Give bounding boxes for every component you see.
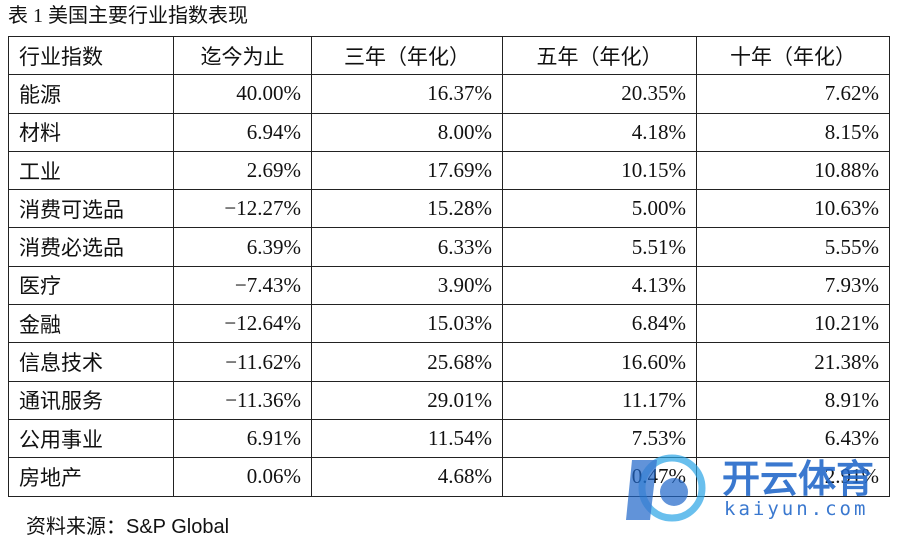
table-cell: −12.64% (173, 304, 312, 344)
table-cell: 7.93% (696, 265, 890, 306)
table-cell: 5.55% (696, 227, 890, 267)
table-cell: 4.18% (502, 112, 697, 152)
table-cell: 8.91% (696, 380, 890, 420)
table-cell: 17.69% (311, 150, 503, 191)
table-body: 能源 40.00% 16.37% 20.35% 7.62% 材料 6.94% 8.00% 4.1… (8, 74, 890, 497)
header-row: 行业指数 迄今为止 三年（年化） 五年（年化） 十年（年化） (8, 35, 890, 76)
table-cell: 15.28% (311, 189, 503, 229)
row-label: 消费可选品 (8, 189, 174, 229)
table-cell: 20.35% (502, 74, 697, 114)
table-cell: 8.00% (311, 112, 503, 152)
table-cell: 6.33% (311, 227, 503, 267)
table-cell: 11.54% (311, 418, 503, 459)
table-cell: 6.91% (173, 418, 312, 459)
watermark-logo (626, 454, 706, 522)
table-cell: 10.63% (696, 189, 890, 229)
table-cell: 29.01% (311, 380, 503, 420)
table-row: 信息技术 −11.62% 25.68% 16.60% 21.38% (8, 342, 890, 382)
watermark-site: kaiyun.com (724, 498, 869, 520)
table-row: 医疗 −7.43% 3.90% 4.13% 7.93% (8, 265, 890, 306)
table-cell: 0.06% (173, 457, 312, 497)
table-cell: 6.39% (173, 227, 312, 267)
row-label: 能源 (8, 74, 174, 114)
row-label: 材料 (8, 112, 174, 152)
table-cell: 2.91% (696, 457, 890, 497)
table-cell: 16.37% (311, 74, 503, 114)
table-head: 行业指数 迄今为止 三年（年化） 五年（年化） 十年（年化） (8, 35, 890, 76)
row-label: 金融 (8, 304, 174, 344)
table-row: 通讯服务 −11.36% 29.01% 11.17% 8.91% (8, 380, 890, 420)
table-cell: 16.60% (502, 342, 697, 382)
table-cell: −11.62% (173, 342, 312, 382)
column-header: 十年（年化） (696, 35, 890, 76)
row-label: 医疗 (8, 265, 174, 306)
table-cell: 25.68% (311, 342, 503, 382)
column-header: 行业指数 (8, 35, 174, 76)
table-cell: 40.00% (173, 74, 312, 114)
table-row: 金融 −12.64% 15.03% 6.84% 10.21% (8, 304, 890, 344)
table-cell: 6.94% (173, 112, 312, 152)
table-cell: 5.00% (502, 189, 697, 229)
table-cell: 2.69% (173, 150, 312, 191)
watermark: 开云体育 kaiyun.com (612, 440, 897, 530)
table-row: 消费可选品 −12.27% 15.28% 5.00% 10.63% (8, 189, 890, 229)
column-header: 五年（年化） (502, 35, 697, 76)
table-row: 材料 6.94% 8.00% 4.18% 8.15% (8, 112, 890, 152)
table-cell: −7.43% (173, 265, 312, 306)
row-label: 通讯服务 (8, 380, 174, 420)
watermark-brand: 开云体育 (722, 457, 875, 501)
column-header: 迄今为止 (173, 35, 312, 76)
table: 行业指数 迄今为止 三年（年化） 五年（年化） 十年（年化） 能源 40.00% 16.37… (8, 35, 890, 497)
table-cell: 6.84% (502, 304, 697, 344)
table-cell: 15.03% (311, 304, 503, 344)
table-cell: 10.88% (696, 150, 890, 191)
source-note: 资料来源：S&P Global (26, 516, 230, 538)
table-cell: 4.68% (311, 457, 503, 497)
row-label: 公用事业 (8, 418, 174, 459)
table-row: 消费必选品 6.39% 6.33% 5.51% 5.55% (8, 227, 890, 267)
row-label: 信息技术 (8, 342, 174, 382)
table-title: 表 1 美国主要行业指数表现 (8, 5, 248, 27)
table-cell: 10.15% (502, 150, 697, 191)
row-label: 房地产 (8, 457, 174, 497)
table-cell: 8.15% (696, 112, 890, 152)
table-row: 能源 40.00% 16.37% 20.35% 7.62% (8, 74, 890, 114)
table-row: 房地产 0.06% 4.68% 0.47% 2.91% (8, 457, 890, 497)
table-cell: −12.27% (173, 189, 312, 229)
table-cell: 11.17% (502, 380, 697, 420)
table-cell: 21.38% (696, 342, 890, 382)
table-cell: 7.62% (696, 74, 890, 114)
column-header: 三年（年化） (311, 35, 503, 76)
table-cell: −11.36% (173, 380, 312, 420)
table-cell: 5.51% (502, 227, 697, 267)
table-cell: 10.21% (696, 304, 890, 344)
table-cell: 4.13% (502, 265, 697, 306)
table-cell: 3.90% (311, 265, 503, 306)
row-label: 消费必选品 (8, 227, 174, 267)
table-row: 工业 2.69% 17.69% 10.15% 10.88% (8, 150, 890, 191)
row-label: 工业 (8, 150, 174, 191)
